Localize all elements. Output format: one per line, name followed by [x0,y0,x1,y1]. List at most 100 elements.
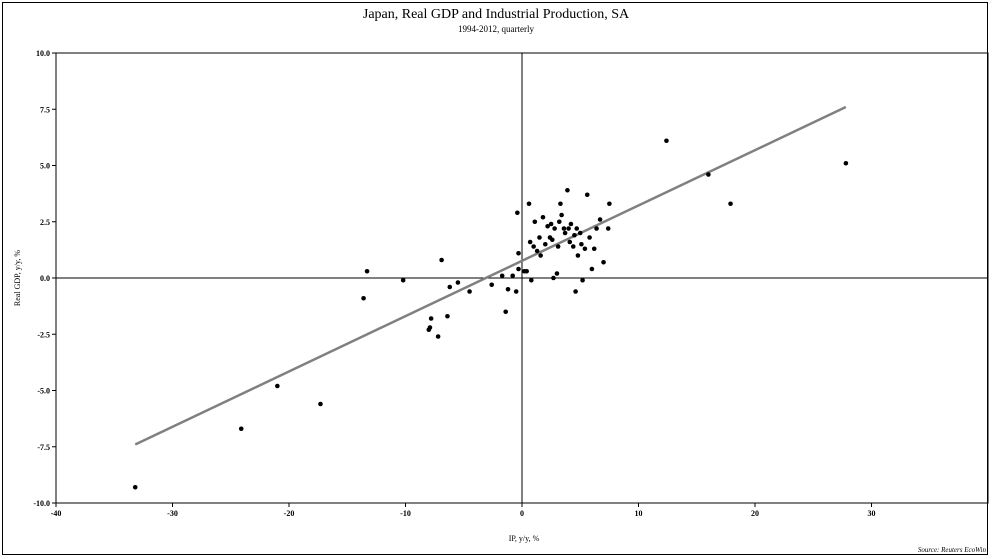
x-axis-label: IP, y/y, % [509,534,540,543]
data-point [577,230,583,236]
data-point [439,257,444,263]
y-tick-label: 0.0 [40,274,50,283]
x-tick-label: -10 [400,509,411,518]
data-point [728,201,733,207]
data-point [605,226,611,231]
y-axis: -10.0 -7.5 -5.0 -2.5 0.0 2.5 5.0 7.5 10.0 [33,49,56,508]
data-point [601,259,606,265]
data-point [574,226,580,231]
data-point [361,295,366,301]
data-point [597,217,603,222]
zero-lines [56,53,988,503]
chart-title: Japan, Real GDP and Industrial Productio… [363,7,630,22]
data-point [561,226,567,231]
data-point [591,246,597,252]
data-point [275,383,280,389]
x-tick-label: -20 [284,509,295,518]
data-point [526,201,532,207]
data-point [562,230,568,236]
data-point [568,221,574,227]
data-point [548,221,554,227]
data-point [543,241,548,247]
data-point [524,268,529,274]
data-point [427,325,433,330]
x-tick-label: 10 [635,509,643,518]
data-point [545,223,550,229]
data-point [552,226,557,231]
data-point [565,187,570,193]
x-tick-label: 0 [520,509,524,518]
data-point [706,172,711,177]
data-point [567,239,573,245]
data-point [529,277,534,283]
y-tick-label: 5.0 [40,162,50,171]
x-tick-label: -40 [51,509,62,518]
y-tick-label: -7.5 [37,443,50,452]
y-tick-label: 10.0 [36,49,50,58]
data-point [556,219,562,225]
data-point [513,289,519,294]
data-point [510,273,515,279]
data-point [566,226,571,231]
y-tick-label: -2.5 [37,330,50,339]
data-point [584,192,590,198]
data-point [318,401,323,407]
data-point [540,214,546,220]
y-tick-label: -10.0 [33,499,50,508]
data-point [238,426,244,432]
data-point [505,286,511,292]
data-point [549,237,555,243]
x-tick-label: 20 [751,509,759,518]
x-axis: -40 -30 -20 -10 0 10 20 30 [51,503,876,518]
trendline [134,105,847,446]
data-point [573,289,578,294]
x-tick-label: -30 [167,509,178,518]
source-note: Source: Reuters EcoWin [918,546,987,554]
x-tick-label: 30 [868,509,876,518]
data-point [587,235,592,240]
data-point [515,210,520,216]
y-tick-label: 7.5 [40,105,50,114]
data-points [132,138,849,490]
data-point [435,334,441,339]
data-point [531,244,536,249]
data-point [537,235,542,240]
data-point [575,253,581,258]
data-point [572,232,577,238]
data-point [534,248,540,254]
data-point [467,289,472,294]
y-tick-label: 2.5 [40,218,50,227]
data-point [445,313,450,319]
data-point [516,266,521,272]
data-point [559,212,564,218]
data-point [664,138,669,144]
data-point [428,316,434,321]
data-point [570,244,576,249]
data-point [551,275,556,281]
trendline-layer [134,105,847,446]
data-point [400,277,406,283]
data-point [579,241,584,247]
y-axis-label: Real GDP, y/y, % [13,250,22,306]
data-point [843,160,849,166]
chart-subtitle: 1994-2012, quarterly [458,24,534,34]
data-point [447,284,453,290]
data-point [132,484,138,490]
data-point [555,244,561,249]
y-tick-label: -5.0 [37,387,50,396]
data-point [589,266,595,272]
data-point [607,201,612,207]
data-point [532,219,538,225]
data-point [516,250,521,256]
data-point [455,280,461,285]
data-point [489,282,495,288]
data-point [527,239,533,245]
data-point [538,253,543,258]
data-point [364,268,370,274]
data-point [554,271,560,276]
data-point [594,226,599,231]
data-point [582,246,588,252]
data-point [503,309,508,315]
data-point [580,277,585,283]
